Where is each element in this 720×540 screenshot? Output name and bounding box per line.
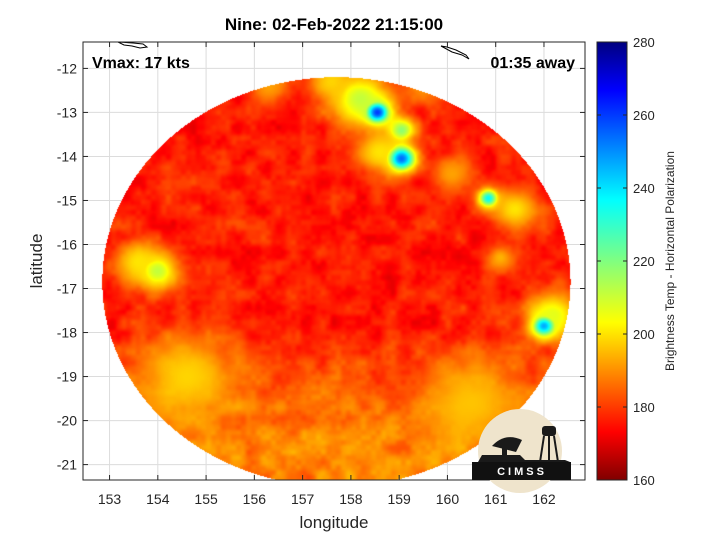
y-tick-label: -13	[57, 104, 77, 120]
y-tick-label: -19	[57, 369, 77, 385]
satellite-dish-icon	[492, 437, 522, 452]
brightness-temperature-heatmap	[83, 42, 585, 480]
vmax-annotation: Vmax: 17 kts	[92, 55, 190, 72]
colorbar-label: Brightness Temp - Horizontal Polarizatio…	[663, 151, 677, 371]
y-tick-labels: -12 -13 -14 -15 -16 -17 -18 -19 -20 -21	[57, 60, 77, 472]
y-tick-label: -17	[57, 281, 77, 297]
y-tick-label: -16	[57, 236, 77, 252]
x-tick-label: 159	[387, 491, 411, 507]
x-tick-label: 160	[436, 491, 460, 507]
coastline-left	[117, 42, 149, 49]
y-axis-label: latitude	[27, 234, 46, 289]
colorbar	[596, 41, 628, 481]
x-tick-labels: 153 154 155 156 157 158 159 160 161 162	[98, 491, 556, 507]
water-tower-icon	[542, 426, 556, 436]
y-tick-label: -15	[57, 192, 77, 208]
colorbar-tick-label: 260	[633, 108, 655, 123]
y-tick-label: -14	[57, 148, 77, 164]
y-tick-label: -21	[57, 457, 77, 473]
x-axis-label: longitude	[299, 513, 368, 532]
logo-banner	[472, 462, 571, 480]
x-tick-label: 154	[146, 491, 170, 507]
axes-frame	[82, 41, 586, 481]
x-tick-label: 161	[484, 491, 508, 507]
tower-legs	[539, 435, 559, 463]
x-tick-label: 156	[243, 491, 267, 507]
chart-title: Nine: 02-Feb-2022 21:15:00	[225, 15, 443, 34]
building-silhouette	[478, 455, 570, 462]
y-tick-label: -20	[57, 413, 77, 429]
x-tick-label: 157	[291, 491, 315, 507]
logo-text: CIMSS	[497, 466, 547, 478]
y-tick-label: -12	[57, 60, 77, 76]
colorbar-tick-label: 180	[633, 400, 655, 415]
colorbar-ticks: 280 260 240 220 200 180 160	[597, 35, 655, 488]
time-away-annotation: 01:35 away	[490, 55, 575, 72]
coastline-right	[440, 45, 470, 60]
y-tick-label: -18	[57, 325, 77, 341]
colorbar-tick-label: 220	[633, 254, 655, 269]
colorbar-tick-label: 200	[633, 327, 655, 342]
colorbar-tick-label: 160	[633, 473, 655, 488]
x-tick-label: 153	[98, 491, 122, 507]
axis-ticks	[83, 42, 585, 480]
x-tick-label: 162	[532, 491, 556, 507]
x-tick-label: 155	[194, 491, 218, 507]
colorbar-tick-label: 240	[633, 181, 655, 196]
x-tick-label: 158	[339, 491, 363, 507]
cimss-logo: CIMSS	[472, 409, 571, 493]
colorbar-tick-label: 280	[633, 35, 655, 50]
